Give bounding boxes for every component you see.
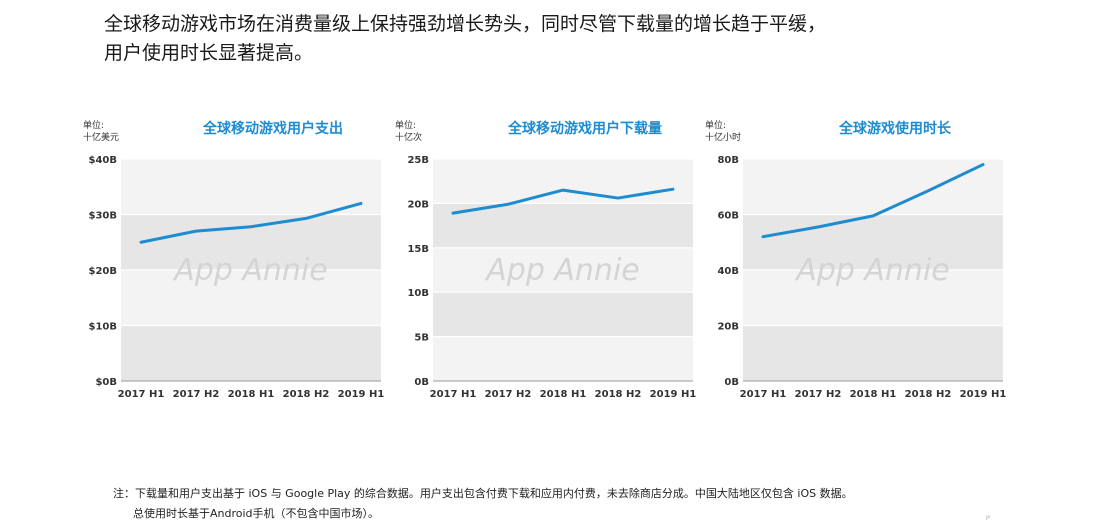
unit-label-line-1: 单位:: [705, 121, 727, 131]
background-band: [743, 270, 1003, 326]
chart-usage-time: 单位: 十亿小时 全球游戏使用时长 App Annie 0B 20B 40B 60B 80…: [705, 110, 1025, 410]
watermark-text: App Annie: [484, 253, 640, 288]
chart-plot: App Annie $0B $10B $20B $30B $40B 2017 H1 2017 …: [89, 155, 385, 400]
background-band: [121, 214, 381, 270]
series-line: [451, 187, 675, 215]
y-tick-label: $40B: [89, 155, 118, 166]
unit-label: 单位: 十亿美元: [83, 120, 119, 144]
chart-plot: App Annie 0B 5B 10B 15B 20B 25B 2017 H1 2017 H2 2…: [407, 155, 697, 400]
unit-label: 单位: 十亿小时: [705, 120, 741, 144]
background-band: [743, 325, 1003, 381]
y-tick-label: 20B: [407, 199, 429, 210]
background-band: [121, 325, 381, 381]
footnote-line-1: 注：下载量和用户支出基于 iOS 与 Google Play 的综合数据。用户支…: [113, 487, 853, 500]
unit-label-line-1: 单位:: [395, 121, 417, 131]
footnote: 注：下载量和用户支出基于 iOS 与 Google Play 的综合数据。用户支…: [113, 484, 853, 524]
background-band: [121, 270, 381, 326]
x-tick-label: 2019 H1: [650, 389, 697, 400]
x-tick-label: 2018 H1: [850, 389, 897, 400]
background-band: [433, 336, 693, 381]
unit-label-line-2: 十亿小时: [705, 133, 742, 143]
chart-user-downloads: 单位: 十亿次 全球移动游戏用户下载量 App Annie 0B 5B 10B 15B 2…: [395, 110, 715, 410]
x-tick-label: 2017 H2: [485, 389, 532, 400]
y-tick-label: $0B: [95, 377, 117, 388]
y-tick-label: 80B: [717, 155, 739, 166]
x-tick-label: 2019 H1: [960, 389, 1007, 400]
y-tick-label: 0B: [414, 377, 429, 388]
x-tick-label: 2017 H1: [740, 389, 787, 400]
x-tick-label: 2017 H2: [173, 389, 220, 400]
x-tick-label: 2019 H1: [338, 389, 385, 400]
chart-title: 全球游戏使用时长: [839, 121, 951, 137]
y-tick-label: 0B: [724, 377, 739, 388]
y-tick-label: 5B: [414, 333, 429, 344]
y-tick-label: $10B: [89, 322, 118, 333]
y-tick-label: 40B: [717, 266, 739, 277]
unit-label: 单位: 十亿次: [395, 120, 422, 144]
watermark-text: App Annie: [172, 253, 328, 288]
background-band: [743, 214, 1003, 270]
chart-user-spending: 单位: 十亿美元 全球移动游戏用户支出 App Annie $0B $10B $20B…: [83, 110, 403, 410]
footnote-line-2: 总使用时长基于Android手机（不包含中国市场）。: [133, 507, 380, 520]
y-tick-label: 15B: [407, 244, 429, 255]
x-tick-label: 2018 H2: [905, 389, 952, 400]
unit-label-line-2: 十亿次: [395, 133, 423, 143]
watermark-text: App Annie: [794, 253, 950, 288]
y-tick-label: 20B: [717, 322, 739, 333]
series-line: [139, 201, 363, 244]
x-tick-label: 2018 H1: [540, 389, 587, 400]
headline-line-1: 全球移动游戏市场在消费量级上保持强劲增长势头，同时尽管下载量的增长趋于平缓，: [104, 13, 827, 35]
unit-label-line-1: 单位:: [83, 121, 105, 131]
x-tick-label: 2017 H1: [430, 389, 477, 400]
chart-title: 全球移动游戏用户下载量: [508, 121, 662, 137]
background-band: [121, 159, 381, 215]
headline: 全球移动游戏市场在消费量级上保持强劲增长势头，同时尽管下载量的增长趋于平缓， 用…: [104, 10, 826, 68]
background-band: [433, 247, 693, 293]
x-tick-label: 2017 H2: [795, 389, 842, 400]
background-band: [743, 159, 1003, 215]
y-tick-label: 10B: [407, 288, 429, 299]
x-tick-label: 2018 H2: [595, 389, 642, 400]
page-mark: I²: [986, 515, 991, 522]
chart-title: 全球移动游戏用户支出: [203, 121, 343, 137]
background-band: [433, 292, 693, 337]
headline-line-2: 用户使用时长显著提高。: [104, 42, 314, 64]
x-tick-label: 2017 H1: [118, 389, 165, 400]
x-tick-label: 2018 H2: [283, 389, 330, 400]
series-line: [761, 163, 985, 239]
y-tick-label: $30B: [89, 211, 118, 222]
unit-label-line-2: 十亿美元: [83, 133, 120, 143]
y-tick-label: 60B: [717, 211, 739, 222]
y-tick-label: $20B: [89, 266, 118, 277]
x-tick-label: 2018 H1: [228, 389, 275, 400]
chart-plot: App Annie 0B 20B 40B 60B 80B 2017 H1 2017 H2 201…: [717, 155, 1007, 400]
background-band: [433, 159, 693, 204]
y-tick-label: 25B: [407, 155, 429, 166]
